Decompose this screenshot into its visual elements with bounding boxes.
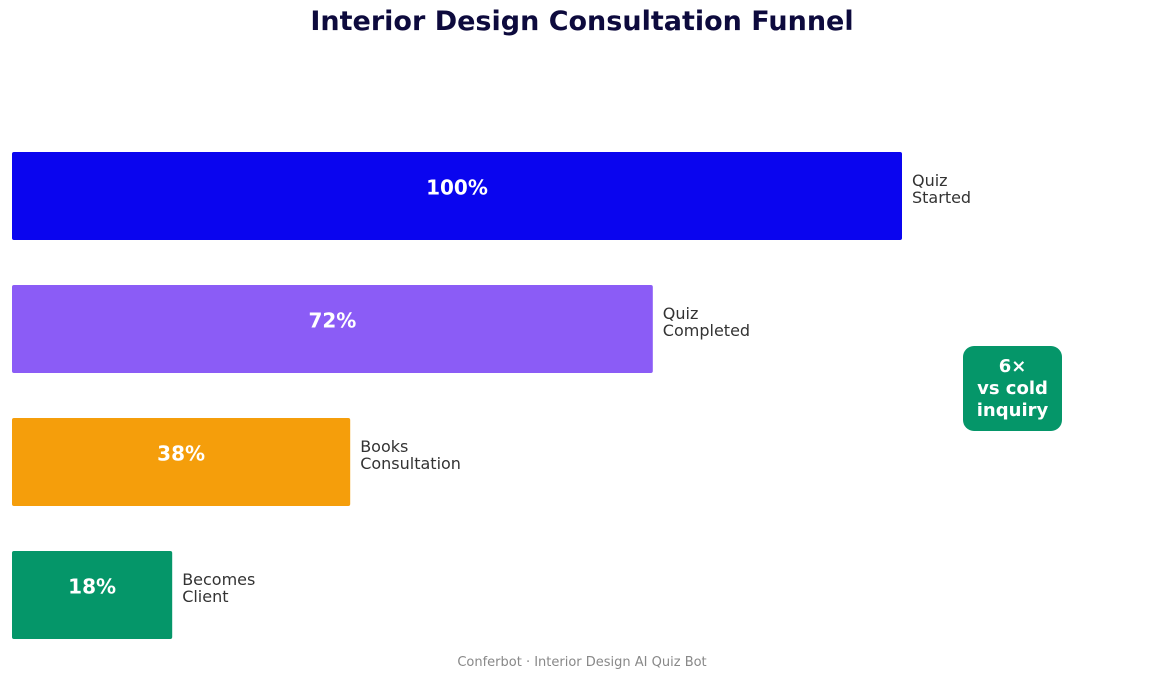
bar-group: 100% Quiz Started <box>12 152 971 240</box>
category-label: Quiz Started <box>912 171 971 207</box>
bar-value-label: 38% <box>157 442 205 466</box>
callout-line-multiplier: 6× <box>998 355 1027 377</box>
callout-line-inquiry: inquiry <box>976 399 1049 421</box>
category-label: Quiz Completed <box>663 304 750 340</box>
category-label: Books Consultation <box>360 437 461 473</box>
bar-value-label: 72% <box>308 309 356 333</box>
chart-footer: Conferbot · Interior Design AI Quiz Bot <box>457 655 707 670</box>
bar <box>12 418 351 506</box>
category-label: Becomes Client <box>182 570 255 606</box>
bar-value-label: 18% <box>68 575 116 599</box>
comparison-callout: 6× vs cold inquiry <box>963 346 1062 431</box>
bar <box>12 551 173 639</box>
bar <box>12 152 902 240</box>
bar-group: 72% Quiz Completed <box>12 285 750 373</box>
bar <box>12 285 653 373</box>
chart-title: Interior Design Consultation Funnel <box>310 6 854 37</box>
callout-line-comparison: vs cold <box>977 377 1048 399</box>
bar-group: 38% Books Consultation <box>12 418 461 506</box>
bar-group: 18% Becomes Client <box>12 551 255 639</box>
bar-value-label: 100% <box>426 176 488 200</box>
